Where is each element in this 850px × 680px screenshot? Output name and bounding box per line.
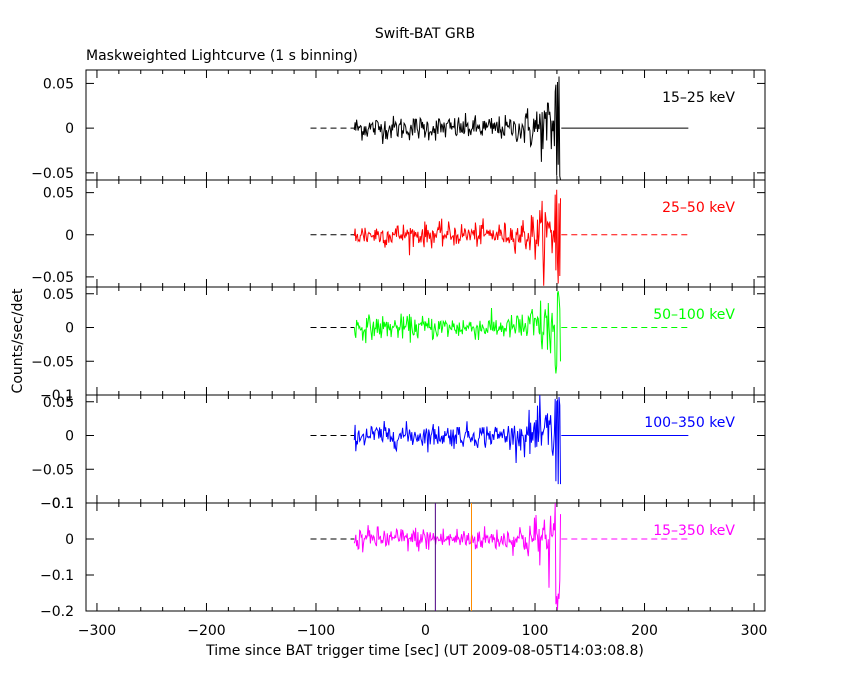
panel-1-frame [85,69,766,181]
panels-group: 0.05 0 −0.05 15–25 keV 0.05 0 −0.05 25–50 keV 0.… [31,69,768,639]
panel-4-ytick-label: 0 [65,429,74,445]
panel-5-ytick-label: 0 [65,532,74,548]
panel-2-series-line [353,189,561,286]
panel-5-ytick-label: 0.1 [52,496,74,512]
panel-1-band-label: 15–25 keV [662,90,735,106]
panel-2-ytick-label: 0.05 [43,186,74,202]
panel-2-band-label: 25–50 keV [662,200,735,216]
panel-1-series-line [353,76,561,180]
x-tick-label: 0 [421,623,430,639]
panel-4-ytick-label: −0.1 [40,496,74,512]
panel-1-ytick-label: 0.05 [43,76,74,92]
x-tick-label: −200 [187,623,225,639]
panel-4-ytick-label: 0.05 [43,395,74,411]
x-tick-label: −300 [78,623,116,639]
panel-3-ytick-label: −0.1 [40,388,74,404]
chart-title: Swift-BAT GRB [375,26,475,42]
panel-3-ytick-label: 0.05 [43,287,74,303]
panel-3-frame [85,286,766,396]
x-tick-label: 300 [741,623,768,639]
panel-2-ytick-label: 0 [65,228,74,244]
x-axis-label: Time since BAT trigger time [sec] (UT 20… [205,643,644,659]
panel-4-frame [85,394,766,504]
panel-5-ytick-label: −0.1 [40,568,74,584]
panel-5-band-label: 15–350 keV [653,523,735,539]
y-axis-label: Counts/sec/det [10,288,26,393]
panel-4-series-line [353,394,561,485]
panel-5-frame [85,502,766,612]
panel-5-series-line [353,503,561,610]
x-tick-label: 100 [522,623,549,639]
panel-5-ytick-label: −0.2 [40,604,74,620]
chart-subtitle: Maskweighted Lightcurve (1 s binning) [86,48,358,64]
x-tick-label: 200 [631,623,658,639]
panel-3-band-label: 50–100 keV [653,307,735,323]
panel-3-ytick-label: 0 [65,321,74,337]
panel-3-ytick-label: −0.05 [31,354,74,370]
panel-1-ytick-label: 0 [65,121,74,137]
panel-4-band-label: 100–350 keV [644,415,735,431]
panel-1-ytick-label: −0.05 [31,166,74,182]
x-tick-label: −100 [297,623,335,639]
panel-2-ytick-label: −0.05 [31,270,74,286]
panel-3-series-line [353,291,561,374]
panel-4-ytick-label: −0.05 [31,462,74,478]
